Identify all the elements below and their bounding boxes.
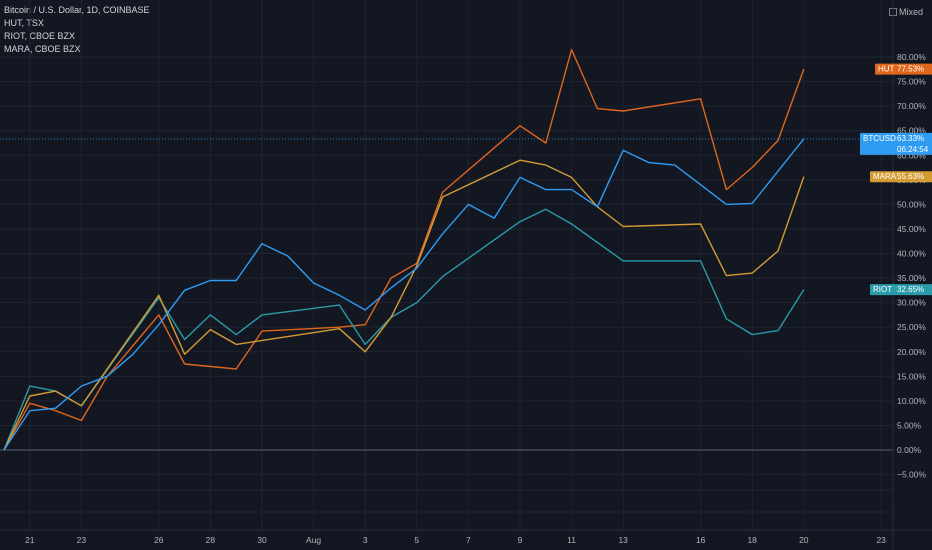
x-tick-label: 11 [567, 535, 576, 545]
badge-series-name: HUT [878, 65, 895, 74]
price-badge-hut [875, 63, 932, 75]
x-tick-label: 26 [154, 535, 164, 545]
scale-mode-label: Mixed [898, 7, 923, 17]
x-tick-label: 18 [747, 535, 757, 545]
x-tick-label: 23 [876, 535, 886, 545]
y-tick-label: 25.00% [897, 322, 926, 332]
badge-countdown: 06:24:54 [897, 145, 929, 154]
y-tick-label: 75.00% [897, 77, 926, 87]
series-line-mara[interactable] [3, 159, 805, 451]
y-tick-label: 35.00% [897, 273, 926, 283]
badge-value: 77.53% [897, 65, 924, 74]
price-badge-mara [870, 171, 932, 183]
series-line-hut[interactable] [3, 48, 805, 451]
x-tick-label: 20 [799, 535, 809, 545]
y-tick-label: 0.00% [897, 445, 922, 455]
y-tick-label: 15.00% [897, 371, 926, 381]
legend-btcusd[interactable]: Bitcoin / U.S. Dollar, 1D, COINBASE [4, 5, 150, 15]
badge-value: 32.65% [897, 285, 924, 294]
x-tick-label: 7 [466, 535, 471, 545]
legend-riot[interactable]: RIOT, CBOE BZX [4, 31, 76, 41]
x-tick-label: 9 [518, 535, 523, 545]
series-line-btcusd[interactable] [3, 138, 805, 451]
y-tick-label: 65.00% [897, 126, 926, 136]
y-tick-label: 80.00% [897, 52, 926, 62]
y-tick-label: 40.00% [897, 249, 926, 259]
y-tick-label: 5.00% [897, 420, 922, 430]
y-tick-label: 20.00% [897, 347, 926, 357]
y-tick-label: 70.00% [897, 101, 926, 111]
y-tick-label: 45.00% [897, 224, 926, 234]
x-tick-label: 13 [618, 535, 628, 545]
legend-mara[interactable]: MARA, CBOE BZX [4, 44, 81, 54]
x-tick-label: 23 [77, 535, 87, 545]
y-tick-label: 10.00% [897, 396, 926, 406]
badge-value: 55.63% [897, 172, 924, 181]
y-tick-label: 50.00% [897, 199, 926, 209]
badge-series-name: BTCUSD [863, 134, 896, 143]
y-tick-label: 30.00% [897, 298, 926, 308]
price-badge-riot [870, 284, 932, 296]
price-badge-btcusd [860, 132, 932, 155]
badge-series-name: MARA [873, 172, 897, 181]
x-tick-label: 30 [257, 535, 267, 545]
badge-series-name: RIOT [873, 285, 892, 294]
badge-value: 63.33% [897, 134, 924, 143]
x-tick-label: 21 [25, 535, 35, 545]
x-tick-label: 5 [414, 535, 419, 545]
x-tick-label: 28 [206, 535, 216, 545]
x-tick-label: Aug [306, 535, 321, 545]
x-tick-label: 3 [363, 535, 368, 545]
x-tick-label: 16 [696, 535, 706, 545]
series-line-riot[interactable] [3, 208, 805, 451]
legend-hut[interactable]: HUT, TSX [4, 18, 44, 28]
chart-legend: Bitcoin / U.S. Dollar, 1D, COINBASE HUT,… [4, 4, 150, 56]
y-tick-label: −5.00% [897, 470, 927, 480]
y-tick-label: 60.00% [897, 150, 926, 160]
